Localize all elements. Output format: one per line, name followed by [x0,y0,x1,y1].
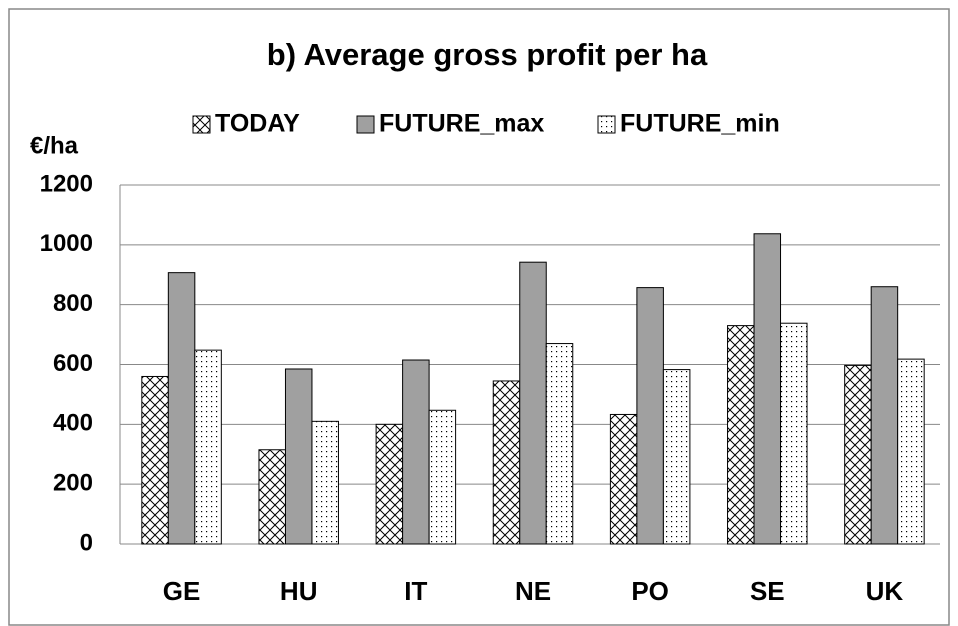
y-tick-label: 0 [80,529,93,556]
x-tick-label: HU [280,576,318,606]
bar [727,325,755,545]
x-tick-label: PO [631,576,669,606]
bar [284,368,313,545]
bar [753,233,782,545]
y-tick-label: 400 [53,410,93,437]
bar [844,364,872,545]
y-tick-label: 600 [53,350,93,377]
legend-swatch [192,115,211,134]
y-tick-label: 800 [53,290,93,317]
bar [402,359,430,545]
bar [519,261,547,545]
bar [167,272,196,545]
legend-label: FUTURE_min [620,110,780,138]
bar [609,413,638,545]
grid: 0 200 400 600 800 1000 1200 [40,170,940,556]
legend-label: FUTURE_max [379,110,544,138]
bar [662,369,691,545]
bar [545,343,574,545]
x-tick-label: SE [750,576,785,606]
x-tick-label: IT [404,576,427,606]
y-tick-label: 1200 [40,170,93,197]
bar [780,322,808,545]
bar [311,420,339,545]
bar [194,349,222,545]
x-tick-label: GE [163,576,201,606]
y-tick-label: 1000 [40,230,93,257]
bar [428,409,457,545]
y-tick-label: 200 [53,470,93,497]
x-tick-label: UK [866,576,904,606]
bar [258,449,286,545]
chart-title: b) Average gross profit per ha [267,37,708,72]
y-axis-label: €/ha [30,132,79,159]
bar [636,287,664,545]
legend: TODAY FUTURE_max FUTURE_min [192,110,780,138]
bar [870,286,899,545]
legend-swatch [356,115,375,134]
bar [141,375,169,545]
bars: GE HU IT NE PO SE UK [141,233,925,606]
bar [897,358,925,545]
bar [375,423,404,545]
x-tick-label: NE [515,576,551,606]
legend-label: TODAY [215,110,300,138]
bar [492,380,521,545]
legend-swatch [597,115,616,134]
